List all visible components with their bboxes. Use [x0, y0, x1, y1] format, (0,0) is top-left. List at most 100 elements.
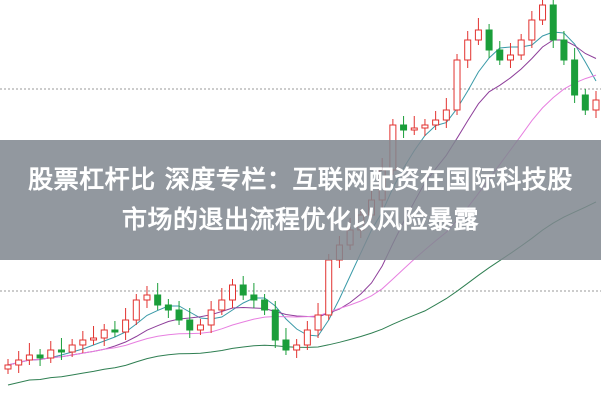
candle-body	[421, 124, 429, 129]
candle-body	[314, 314, 322, 331]
candle-body	[464, 39, 472, 61]
candle	[571, 48, 579, 103]
candle-body	[186, 319, 194, 331]
candle	[496, 41, 504, 65]
candle-body	[164, 304, 172, 311]
candle-body	[239, 284, 247, 296]
candle	[410, 116, 418, 135]
candle	[250, 283, 258, 308]
candle	[282, 328, 290, 355]
candle	[517, 34, 525, 60]
title-line-1: 股票杠杆比 深度专栏：互联网配资在国际科技股	[28, 165, 573, 194]
candle-body	[250, 294, 258, 301]
candle-body	[218, 299, 226, 311]
candle-body	[303, 329, 311, 346]
candle-body	[57, 349, 65, 353]
candle-body	[581, 94, 589, 111]
candle	[528, 11, 536, 48]
candle	[421, 119, 429, 136]
candle-body	[196, 324, 204, 331]
candle	[186, 308, 194, 338]
candle-body	[293, 344, 301, 351]
candle-body	[47, 349, 55, 359]
candle	[25, 343, 33, 365]
candle	[293, 339, 301, 358]
candle	[261, 294, 269, 315]
candle	[442, 98, 450, 128]
candle-body	[229, 284, 237, 301]
candle	[100, 324, 108, 346]
candle	[229, 279, 237, 308]
candle-body	[154, 294, 162, 306]
candle	[271, 301, 279, 348]
candle	[122, 308, 130, 340]
candle	[549, 0, 557, 48]
candle	[432, 111, 440, 130]
candle-body	[560, 39, 568, 61]
candle	[132, 294, 140, 325]
candle-body	[539, 4, 547, 21]
candle	[592, 91, 600, 118]
candle	[36, 349, 44, 366]
candle	[207, 301, 215, 333]
candle	[15, 351, 23, 373]
candle-body	[143, 294, 151, 301]
moving-average-line	[7, 201, 597, 386]
candle	[154, 283, 162, 310]
candle	[47, 341, 55, 363]
candle-body	[474, 29, 482, 41]
candle	[68, 339, 76, 357]
candle-body	[571, 59, 579, 96]
candle	[400, 116, 408, 138]
candle	[164, 299, 172, 318]
candle-body	[100, 329, 108, 339]
candle-body	[442, 109, 450, 121]
candle-body	[261, 299, 269, 311]
candle	[57, 338, 65, 360]
candle-body	[592, 99, 600, 111]
candle	[4, 359, 12, 374]
candle-body	[132, 299, 140, 321]
candle-body	[506, 54, 514, 61]
candle	[453, 54, 461, 115]
candle-body	[122, 319, 130, 333]
candle	[79, 331, 87, 353]
candle-body	[282, 339, 290, 351]
candle	[485, 24, 493, 58]
candle-body	[207, 309, 215, 326]
candle-body	[15, 359, 23, 366]
candle-body	[432, 119, 440, 126]
candle-body	[549, 4, 557, 41]
candle-body	[325, 259, 333, 316]
candle	[196, 319, 204, 335]
candle	[143, 286, 151, 308]
candle-body	[485, 29, 493, 51]
candle-body	[90, 337, 98, 341]
candle	[474, 18, 482, 45]
candle-body	[25, 354, 33, 361]
candle-body	[68, 344, 76, 353]
candle-body	[111, 329, 119, 333]
candle-body	[4, 364, 12, 370]
candle	[314, 303, 322, 338]
candle-body	[271, 309, 279, 341]
candle-body	[175, 309, 183, 321]
candle-body	[400, 124, 408, 131]
candle	[464, 31, 472, 68]
candle	[303, 321, 311, 350]
candle	[506, 43, 514, 68]
candle	[539, 0, 547, 25]
candle-body	[410, 127, 418, 131]
candle	[581, 89, 589, 115]
candle-body	[453, 59, 461, 111]
title-line-2: 市场的退出流程优化以风险暴露	[121, 205, 479, 234]
candle	[90, 326, 98, 345]
candle	[175, 301, 183, 325]
candle-body	[79, 339, 87, 346]
candle-body	[528, 19, 536, 41]
candle	[239, 276, 247, 300]
candle-body	[496, 49, 504, 61]
title-banner: 股票杠杆比 深度专栏：互联网配资在国际科技股 市场的退出流程优化以风险暴露	[0, 140, 601, 260]
candle	[111, 321, 119, 337]
candle-body	[36, 354, 44, 359]
